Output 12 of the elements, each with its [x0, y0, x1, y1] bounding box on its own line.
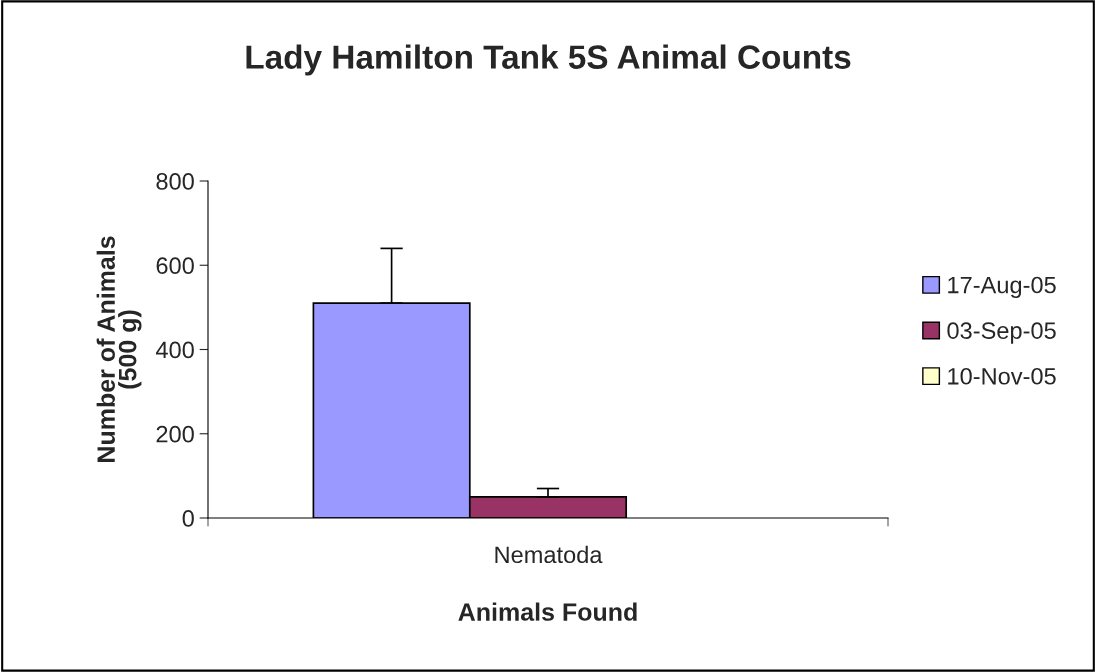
- y-tick-label: 800: [156, 173, 194, 190]
- legend-label: 03-Sep-05: [947, 322, 1056, 344]
- chart-title: Lady Hamilton Tank 5S Animal Counts: [246, 44, 851, 76]
- legend-label: 17-Aug-05: [948, 276, 1056, 299]
- x-tick-label: Nematoda: [495, 545, 603, 564]
- legend-label: 10-Nov-05: [948, 367, 1056, 385]
- y-tick-label: 400: [155, 341, 194, 359]
- y-axis-title: Number of Animals (500 g): [96, 236, 142, 462]
- x-axis-title: Animals Found: [458, 602, 637, 621]
- y-tick-label: 200: [156, 425, 194, 443]
- y-tick-label: 0: [182, 510, 194, 527]
- y-tick-label: 600: [156, 257, 194, 275]
